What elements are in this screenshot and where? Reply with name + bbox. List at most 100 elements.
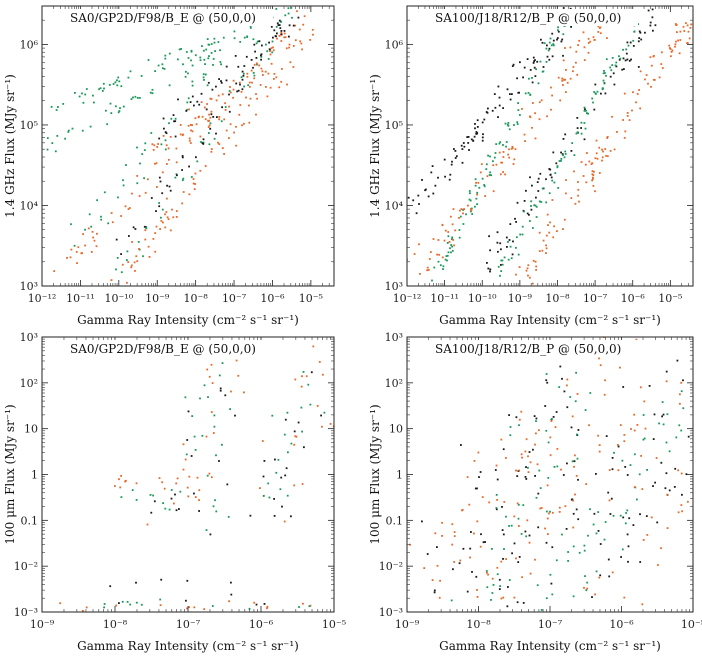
- data-point: [126, 601, 129, 603]
- data-point: [548, 512, 550, 515]
- data-point: [164, 57, 167, 60]
- data-point: [505, 457, 507, 459]
- data-point: [241, 88, 244, 91]
- data-point: [67, 131, 70, 133]
- data-point: [540, 609, 543, 611]
- data-point: [617, 445, 620, 448]
- data-point: [562, 33, 565, 36]
- data-point: [531, 126, 533, 129]
- data-point: [534, 443, 536, 446]
- data-point: [598, 444, 601, 446]
- data-point: [418, 203, 420, 205]
- data-point: [479, 471, 482, 473]
- data-point: [176, 174, 178, 177]
- data-point: [498, 96, 501, 99]
- data-point: [603, 82, 606, 85]
- data-point: [514, 148, 517, 151]
- plot-frame: [406, 336, 694, 613]
- data-point: [193, 104, 195, 107]
- data-point: [562, 54, 564, 57]
- data-point: [437, 176, 439, 179]
- data-point: [532, 56, 535, 59]
- data-point: [208, 143, 211, 146]
- data-point: [195, 123, 198, 126]
- data-point: [276, 22, 279, 25]
- data-point: [175, 509, 178, 512]
- y-tick-label: 10³: [385, 331, 403, 344]
- x-tick-label: 10⁻⁸: [545, 292, 570, 305]
- data-point: [617, 444, 619, 446]
- data-point: [591, 178, 594, 180]
- data-point: [476, 119, 479, 122]
- data-point: [638, 473, 641, 476]
- data-point: [500, 264, 502, 266]
- data-point: [454, 157, 457, 159]
- x-tick-label: 10⁻⁵: [299, 292, 323, 305]
- data-point: [192, 182, 195, 185]
- data-point: [529, 69, 532, 71]
- data-point: [309, 403, 312, 406]
- data-point: [483, 185, 486, 188]
- data-point: [600, 92, 602, 95]
- data-point: [665, 441, 668, 444]
- data-point: [538, 101, 541, 104]
- data-point: [292, 66, 295, 68]
- data-point: [279, 488, 282, 491]
- data-point: [511, 147, 514, 149]
- data-point: [323, 411, 326, 414]
- data-point: [547, 477, 550, 479]
- panel-title-background: [433, 340, 638, 357]
- data-point: [500, 270, 503, 272]
- data-point: [564, 505, 567, 508]
- data-point: [611, 571, 614, 574]
- data-point: [260, 67, 263, 70]
- data-point: [151, 143, 154, 146]
- data-point: [606, 37, 608, 39]
- data-point: [517, 109, 520, 111]
- data-point: [506, 88, 509, 91]
- data-point: [534, 558, 536, 561]
- data-point: [301, 430, 303, 433]
- data-point: [446, 254, 449, 257]
- data-point: [548, 231, 551, 234]
- data-point: [499, 585, 501, 587]
- data-point: [599, 574, 602, 577]
- data-point: [502, 533, 505, 536]
- data-point: [161, 208, 164, 211]
- data-point: [592, 36, 595, 39]
- data-point: [424, 189, 426, 192]
- data-point: [177, 58, 179, 61]
- data-point: [596, 90, 599, 93]
- data-point: [266, 605, 269, 608]
- data-point: [594, 190, 596, 193]
- data-point: [175, 482, 178, 485]
- data-point: [495, 494, 498, 496]
- x-axis-label: Gamma Ray Intensity (cm⁻² s⁻¹ sr⁻¹): [439, 639, 661, 653]
- data-point: [635, 338, 638, 341]
- data-point: [132, 96, 134, 99]
- data-point: [677, 469, 680, 472]
- data-point: [459, 215, 462, 218]
- data-point: [574, 400, 577, 403]
- data-point: [427, 269, 430, 271]
- data-point: [512, 163, 515, 165]
- data-point: [497, 250, 499, 253]
- x-tick-label: 10⁻⁷: [583, 292, 608, 305]
- data-point: [467, 142, 470, 144]
- data-point: [243, 391, 245, 394]
- data-point: [505, 141, 508, 143]
- data-point: [259, 487, 261, 489]
- data-point: [93, 239, 96, 242]
- data-point: [255, 57, 258, 59]
- data-point: [288, 35, 290, 38]
- data-point: [258, 64, 260, 67]
- data-point: [652, 485, 654, 487]
- data-point: [482, 133, 484, 136]
- data-point: [508, 156, 511, 159]
- data-point: [476, 203, 478, 206]
- data-point: [644, 427, 647, 430]
- data-point: [619, 57, 622, 60]
- data-point: [88, 213, 91, 216]
- data-point: [270, 62, 273, 65]
- data-point: [535, 417, 538, 420]
